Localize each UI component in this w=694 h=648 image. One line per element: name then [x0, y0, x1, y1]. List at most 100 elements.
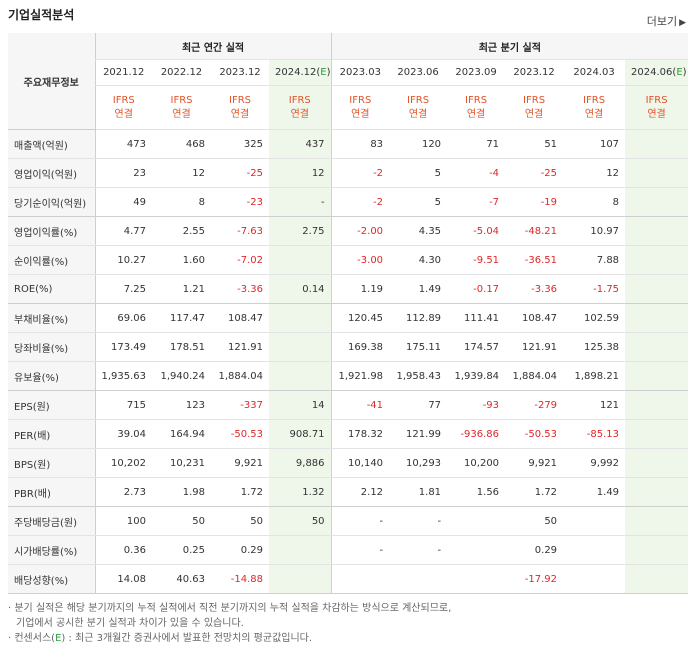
table-row: PBR(배) 2.73 1.98 1.72 1.32 2.12 1.81 1.56 1.72 1.… [8, 477, 689, 507]
more-link[interactable]: 더보기 ▶ [647, 13, 686, 29]
table-cell [625, 361, 689, 391]
table-cell: 5 [389, 187, 448, 217]
table-cell: -2 [330, 187, 390, 217]
label-column-header: 주요재무정보 [8, 33, 95, 130]
consolidated-label: 연결 [230, 108, 250, 120]
ifrs-standard: IFRS [229, 94, 251, 106]
table-cell [447, 535, 506, 565]
table-cell: 715 [94, 390, 152, 420]
table-cell: 10,200 [447, 448, 506, 478]
table-cell: 125.38 [563, 332, 626, 362]
table-cell: 2.12 [330, 477, 390, 507]
table-cell [625, 477, 689, 507]
period-header: 2023.12 [505, 59, 564, 86]
period-header: 2023.06 [389, 59, 448, 86]
table-cell [625, 506, 689, 536]
table-row: 매출액(억원) 473 468 325 437 83 120 71 51 107 [8, 129, 689, 159]
table-cell: -7 [447, 187, 506, 217]
table-cell: 120 [389, 129, 448, 159]
table-row: 영업이익률(%) 4.77 2.55 -7.63 2.75 -2.00 4.35 -5.04-… [8, 216, 689, 246]
table-cell: 83 [330, 129, 390, 159]
table-cell: 1.72 [211, 477, 269, 507]
period-header: 2021.12 [94, 59, 152, 86]
table-row: 주당배당금(원) 100 50 50 50- -50 [8, 506, 689, 536]
table-cell: 7.88 [563, 245, 626, 275]
row-label: BPS(원) [8, 448, 95, 478]
table-cell [563, 535, 626, 565]
table-cell: 14.08 [94, 564, 152, 594]
table-cell: -23 [211, 187, 269, 217]
consolidated-label: 연결 [466, 108, 486, 120]
table-cell: 5 [389, 158, 448, 188]
table-cell: 1.21 [152, 274, 211, 304]
more-label: 더보기 [646, 15, 678, 28]
ifrs-label: IFRS 연결 [505, 85, 564, 130]
table-cell: 39.04 [94, 419, 152, 449]
consolidated-label: 연결 [351, 108, 370, 120]
table-cell: -48.21 [505, 216, 564, 246]
row-label: 배당성향(%) [8, 564, 95, 594]
table-cell: -9.51 [447, 245, 506, 275]
table-row: ROE(%) 7.25 1.21 -3.36 0.14 1.19 1.49 -0.17 -3.3… [8, 274, 689, 304]
table-cell: 8 [152, 187, 211, 217]
table-cell: 50 [152, 506, 211, 536]
period-header: 2024.12(E) [269, 59, 332, 86]
ifrs-standard: IFRS [407, 94, 430, 106]
row-label: 매출액(억원) [8, 129, 95, 159]
table-cell: - [330, 535, 390, 565]
table-cell: 10,293 [389, 448, 448, 478]
table-cell [269, 303, 332, 333]
table-cell [625, 158, 689, 188]
table-cell: -25 [211, 158, 269, 188]
table-cell: -1.75 [563, 274, 626, 304]
table-cell: -50.53 [505, 419, 564, 449]
row-label: 당좌비율(%) [8, 332, 95, 362]
table-cell: 111.41 [447, 303, 506, 333]
table-cell: 108.47 [211, 303, 269, 333]
table-cell: 2.75 [269, 216, 332, 246]
table-cell: 107 [563, 129, 626, 159]
period-header: 2024.03 [563, 59, 626, 86]
table-cell: -3.36 [505, 274, 564, 304]
table-cell: 0.29 [505, 535, 564, 565]
table-cell: 12 [152, 158, 211, 188]
table-cell: 117.47 [152, 303, 211, 333]
table-cell: -50.53 [211, 419, 269, 449]
table-cell: 4.35 [389, 216, 448, 246]
consolidated-label: 연결 [524, 108, 544, 120]
table-cell: 173.49 [94, 332, 152, 362]
table-cell: -3.00 [330, 245, 390, 275]
ifrs-label: IFRS 연결 [330, 85, 390, 130]
table-cell [625, 129, 689, 159]
table-cell: 71 [447, 129, 506, 159]
table-cell [625, 419, 689, 449]
table-cell: 14 [269, 390, 332, 420]
row-label: 유보율(%) [8, 361, 95, 391]
table-cell: 77 [389, 390, 448, 420]
table-cell [330, 564, 390, 594]
table-cell: 10,202 [94, 448, 152, 478]
table-cell: 1,958.43 [389, 361, 448, 391]
table-cell: 50 [269, 506, 332, 536]
table-cell: 8 [563, 187, 626, 217]
table-cell [625, 274, 689, 304]
table-cell [269, 332, 332, 362]
table-cell: -14.88 [211, 564, 269, 594]
period-header: 2023.09 [447, 59, 506, 86]
table-cell: 178.51 [152, 332, 211, 362]
table-cell: - [269, 187, 332, 217]
table-cell: -3.36 [211, 274, 269, 304]
consolidated-label: 연결 [408, 108, 428, 120]
table-cell [625, 187, 689, 217]
table-cell: 123 [152, 390, 211, 420]
table-cell: 121.99 [389, 419, 448, 449]
table-cell: -936.86 [447, 419, 506, 449]
table-cell: - [330, 506, 390, 536]
row-label: 부채비율(%) [8, 303, 95, 333]
table-cell: 1,898.21 [563, 361, 626, 391]
quarter-group-header: 최근 분기 실적 [330, 33, 689, 60]
footnote-3: · 컨센서스(E) : 최근 3개월간 증권사에서 발표한 전망치의 평균값입니… [8, 633, 313, 644]
table-cell: 10,231 [152, 448, 211, 478]
period-header: 2023.12 [211, 59, 269, 86]
footnote-2: 기업에서 공시한 분기 실적과 차이가 있을 수 있습니다. [16, 618, 244, 629]
